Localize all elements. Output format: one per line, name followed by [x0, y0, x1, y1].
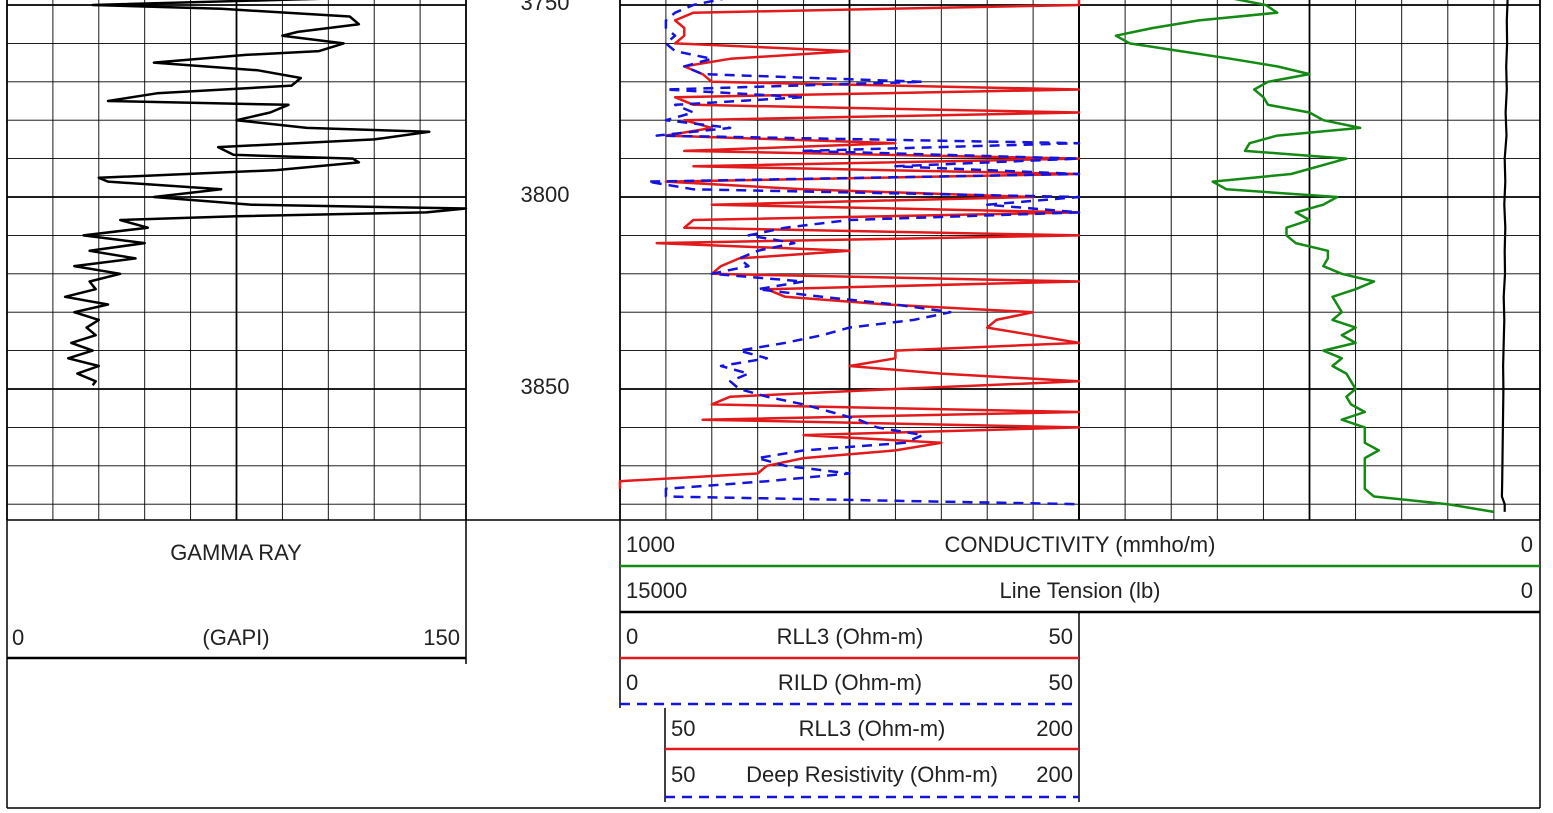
- rild-scale-right: 50: [1049, 670, 1073, 695]
- rll3-deep-scale-left: 50: [671, 716, 695, 741]
- conductivity-scale-left: 1000: [626, 532, 675, 557]
- depth-label-3800: 3800: [521, 182, 570, 207]
- conductivity-scale-right: 0: [1521, 532, 1533, 557]
- deep-resistivity-title: Deep Resistivity (Ohm-m): [746, 762, 998, 787]
- tension-scale-left: 15000: [626, 578, 687, 603]
- conductivity-curve: [1114, 0, 1495, 514]
- rll3-scale-right: 50: [1049, 624, 1073, 649]
- curve-layer: [63, 0, 1509, 514]
- deep-resistivity-scale-right: 200: [1036, 762, 1073, 787]
- tension-scale-right: 0: [1521, 578, 1533, 603]
- gamma-scale-right: 150: [423, 625, 460, 650]
- rild-title: RILD (Ohm-m): [778, 670, 922, 695]
- rll3-deep-title: RLL3 (Ohm-m): [799, 716, 946, 741]
- gamma-unit: (GAPI): [202, 625, 269, 650]
- rll3-scale-left: 0: [626, 624, 638, 649]
- rll3-title: RLL3 (Ohm-m): [777, 624, 924, 649]
- rild-scale-left: 0: [626, 670, 638, 695]
- tension-title: Line Tension (lb): [999, 578, 1160, 603]
- gamma-scale-left: 0: [12, 625, 24, 650]
- depth-label-3750: 3750: [521, 0, 570, 15]
- rll3-curve: [618, 0, 1081, 489]
- header-frame: [6, 519, 1541, 809]
- deep-resistivity-scale-left: 50: [671, 762, 695, 787]
- grid-layer: [6, 0, 1541, 520]
- line-tension-curve: [1500, 0, 1509, 512]
- depth-label-3850: 3850: [521, 374, 570, 399]
- conductivity-title: CONDUCTIVITY (mmho/m): [945, 532, 1216, 557]
- rild-curve: [646, 0, 1081, 506]
- gamma-title: GAMMA RAY: [170, 540, 302, 565]
- rll3-deep-scale-right: 200: [1036, 716, 1073, 741]
- gamma-ray-curve: [63, 0, 468, 386]
